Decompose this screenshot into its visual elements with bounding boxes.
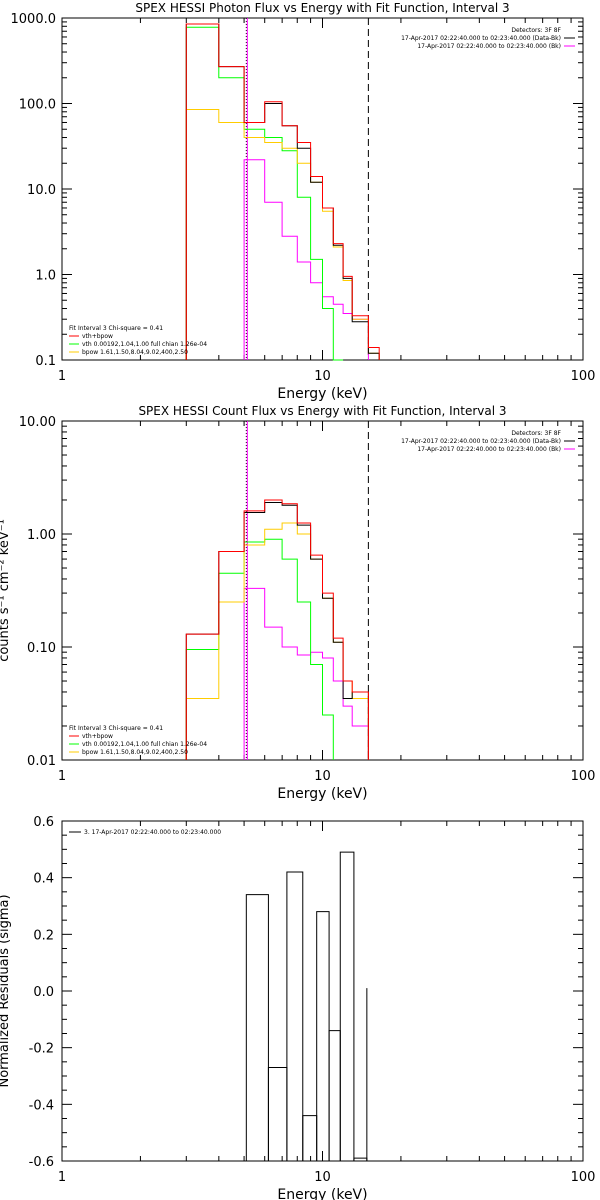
chart2-ylabel: counts s⁻¹ cm⁻² keV⁻¹	[0, 519, 12, 662]
chart2-ytick-label: 10.00	[19, 415, 56, 430]
chart1-legend-bl-text: vth+bpow	[82, 333, 113, 340]
chart2-legend-tr-text: 17-Apr-2017 02:22:40.000 to 02:23:40.000…	[401, 438, 561, 445]
chart1-xtick-label: 10	[314, 369, 331, 384]
chart1-ytick-label: 100.0	[19, 98, 56, 113]
chart3-legend-tl-text: 3. 17-Apr-2017 02:22:40.000 to 02:23:40.…	[84, 829, 221, 836]
chart2-xtick-label: 10	[314, 769, 331, 784]
chart2-legend-tr-text: Detectors: 3F 8F	[511, 430, 561, 437]
chart2-legend-bl-text: vth 0.00192,1.04,1.00 full chian 1.26e-0…	[82, 741, 207, 748]
chart3-ytick-label: -0.4	[29, 1098, 54, 1113]
chart2-legend-bl-text: bpow 1.61,1.50,8.04,9.02,400,2.50	[82, 749, 188, 756]
chart2-xlabel: Energy (keV)	[277, 786, 367, 802]
chart3-xtick-label: 100	[571, 1170, 596, 1185]
chart1-ytick-label: 0.1	[35, 354, 56, 369]
chart1-xlabel: Energy (keV)	[277, 386, 367, 402]
chart3-ytick-label: 0.6	[33, 815, 54, 830]
chart3-xtick-label: 1	[58, 1170, 66, 1185]
chart1-series-data	[185, 23, 380, 360]
chart2-xtick-label: 100	[571, 769, 596, 784]
chart3-xlabel: Energy (keV)	[277, 1187, 367, 1200]
chart1-ytick-label: 1.0	[35, 269, 56, 284]
chart3-frame	[61, 820, 584, 1162]
chart2-legend-bl-text: Fit Interval 3 Chi-square = 0.41	[69, 725, 163, 732]
chart3-residual-bar	[245, 894, 269, 1161]
chart3-ytick-label: 0.0	[33, 985, 54, 1000]
chart2-series-data	[185, 502, 369, 760]
chart3-residual-bar	[328, 1030, 341, 1161]
chart3-residual-bar	[286, 871, 304, 1161]
chart1-legend-bl-text: Fit Interval 3 Chi-square = 0.41	[69, 325, 163, 332]
chart1-legend-bl-text: bpow 1.61,1.50,8.04,9.02,400,2.50	[82, 349, 188, 356]
chart1-ytick-label: 1000.0	[11, 12, 57, 27]
chart3-ytick-label: -0.6	[29, 1155, 54, 1170]
chart2-title: SPEX HESSI Count Flux vs Energy with Fit…	[138, 404, 506, 418]
chart1-xtick-label: 1	[58, 369, 66, 384]
chart2-series-bk	[243, 587, 369, 760]
chart1-series-bk	[243, 159, 369, 360]
chart2-ytick-label: 1.00	[27, 528, 56, 543]
chart2-series-vth	[185, 538, 334, 760]
chart3-residual-bar	[339, 851, 355, 1161]
chart3-ytick-label: -0.2	[29, 1042, 54, 1057]
chart3-xtick-label: 10	[314, 1170, 331, 1185]
chart1-legend-tr-text: 17-Apr-2017 02:22:40.000 to 02:23:40.000…	[401, 35, 561, 42]
chart1-xtick-label: 100	[571, 369, 596, 384]
chart3-residual-bar	[316, 911, 330, 1161]
chart1-ytick-label: 10.0	[27, 183, 56, 198]
chart2-xtick-label: 1	[58, 769, 66, 784]
chart3-ytick-label: 0.2	[33, 928, 54, 943]
chart3-residual-bar	[267, 1067, 288, 1161]
chart1-title: SPEX HESSI Photon Flux vs Energy with Fi…	[135, 1, 509, 15]
chart2-ytick-label: 0.10	[27, 641, 56, 656]
chart1-series-total	[185, 23, 380, 360]
chart1-legend-bl-text: vth 0.00192,1.04,1.00 full chian 1.26e-0…	[82, 341, 207, 348]
chart1-legend-tr-text: 17-Apr-2017 02:22:40.000 to 02:23:40.000…	[417, 43, 561, 50]
chart1-series-bpow	[185, 109, 380, 360]
chart3-ytick-label: 0.4	[33, 872, 54, 887]
chart2-ytick-label: 0.01	[27, 754, 56, 769]
chart1-series-vth	[185, 26, 344, 361]
chart2-series-bpow	[185, 522, 369, 760]
chart2-legend-tr-text: 17-Apr-2017 02:22:40.000 to 02:23:40.000…	[417, 446, 561, 453]
chart2-series-total	[185, 499, 369, 760]
chart2-legend-bl-text: vth+bpow	[82, 733, 113, 740]
chart3-residual-bar	[302, 1115, 318, 1161]
chart3-ylabel: Normalized Residuals (sigma)	[0, 894, 12, 1087]
chart1-legend-tr-text: Detectors: 3F 8F	[511, 27, 561, 34]
